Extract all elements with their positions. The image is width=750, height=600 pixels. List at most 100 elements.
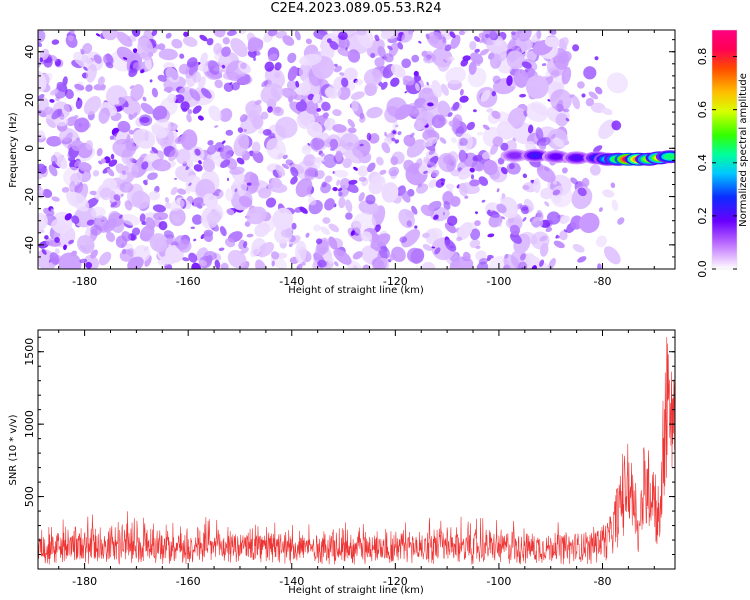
noise-cell — [500, 166, 508, 175]
noise-cell — [459, 137, 468, 146]
noise-cell — [261, 80, 269, 88]
noise-cell — [250, 246, 261, 257]
noise-cell — [182, 36, 198, 47]
noise-cell — [469, 167, 475, 173]
noise-cell — [428, 179, 438, 189]
noise-cell — [99, 222, 112, 233]
noise-cell — [550, 133, 557, 140]
noise-cell — [168, 148, 179, 162]
noise-cell — [191, 262, 202, 269]
noise-cell — [316, 107, 322, 112]
noise-cell — [158, 221, 168, 231]
x-tick-label: -80 — [594, 275, 612, 288]
noise-cell — [370, 233, 391, 250]
noise-cell — [170, 186, 178, 196]
noise-cell — [64, 132, 73, 142]
noise-cell — [394, 104, 413, 120]
noise-cell — [513, 69, 529, 88]
noise-cell — [42, 188, 53, 198]
noise-cell — [195, 179, 216, 198]
noise-cell — [213, 192, 220, 197]
x-tick-label: -140 — [279, 275, 304, 288]
noise-cell — [422, 232, 430, 239]
noise-cell — [117, 120, 131, 133]
noise-cell — [200, 52, 208, 66]
noise-cell — [449, 256, 474, 269]
noise-cell — [248, 109, 258, 123]
noise-cell — [358, 176, 367, 182]
y-tick-label: 500 — [23, 486, 36, 507]
noise-cell — [69, 172, 81, 184]
noise-cell — [322, 154, 337, 168]
noise-cell — [401, 58, 412, 69]
noise-cell — [124, 200, 133, 211]
noise-cell — [246, 206, 267, 225]
noise-cell — [445, 183, 455, 190]
noise-cell — [308, 196, 317, 206]
noise-cell — [73, 114, 79, 119]
noise-cell — [145, 217, 156, 230]
noise-cell — [581, 177, 590, 188]
noise-cell — [218, 247, 225, 252]
noise-cell — [426, 54, 432, 61]
noise-cell — [488, 30, 497, 40]
noise-cell — [360, 231, 372, 242]
noise-cell — [527, 124, 534, 134]
noise-cell — [98, 107, 110, 124]
noise-cell — [149, 79, 153, 83]
noise-cell — [585, 97, 595, 107]
noise-cell — [387, 45, 393, 51]
noise-cell — [458, 149, 467, 163]
snr-series-line — [38, 337, 675, 565]
noise-cell — [132, 128, 156, 149]
noise-cell — [380, 30, 399, 40]
noise-cell — [287, 52, 297, 64]
top-y-axis: -40 -20 0 20 40 — [23, 39, 675, 270]
noise-cell — [452, 101, 460, 111]
noise-cell — [61, 186, 70, 193]
noise-cell — [38, 163, 47, 175]
noise-cell — [220, 159, 231, 169]
noise-cell — [251, 179, 260, 187]
noise-cell — [410, 248, 425, 264]
y-tick-label: 0 — [23, 145, 36, 152]
noise-cell — [231, 82, 240, 91]
noise-cell — [269, 132, 276, 140]
noise-cell — [314, 156, 325, 164]
noise-cell — [206, 144, 217, 155]
noise-cell — [192, 105, 202, 114]
noise-cell — [213, 30, 226, 38]
noise-cell — [257, 242, 275, 258]
noise-cell — [151, 30, 158, 37]
noise-cell — [443, 201, 451, 210]
noise-cell — [240, 62, 247, 70]
noise-cell — [404, 210, 415, 218]
noise-cell — [287, 65, 298, 82]
noise-cell — [437, 53, 451, 72]
noise-cell — [157, 43, 166, 51]
noise-cell — [116, 46, 135, 63]
noise-cell — [413, 109, 420, 115]
noise-cell — [175, 129, 178, 133]
noise-cell — [561, 167, 568, 174]
noise-cell — [89, 190, 97, 196]
noise-cell — [290, 176, 298, 185]
noise-cell — [374, 34, 380, 42]
x-tick-label: -180 — [72, 575, 97, 588]
noise-cell — [118, 214, 123, 219]
noise-cell — [473, 58, 481, 67]
noise-cell — [180, 129, 198, 151]
noise-cell — [303, 154, 316, 167]
noise-cell — [598, 207, 603, 212]
noise-cell — [239, 114, 248, 123]
noise-cell — [423, 170, 428, 175]
noise-cell — [334, 169, 349, 178]
noise-cell — [482, 124, 490, 130]
noise-cell — [359, 143, 364, 147]
noise-cell — [258, 187, 272, 199]
noise-cell — [479, 38, 485, 44]
noise-cell — [466, 121, 476, 131]
noise-cell — [347, 49, 361, 63]
noise-cell — [151, 124, 168, 139]
noise-cell — [147, 172, 158, 181]
